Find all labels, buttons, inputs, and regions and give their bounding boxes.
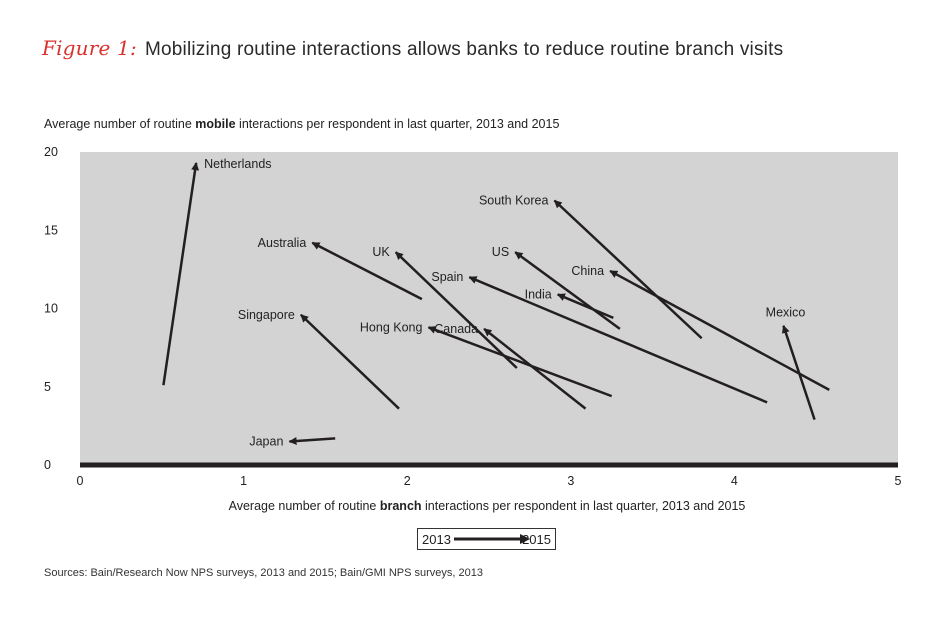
country-label-south-korea: South Korea bbox=[479, 194, 549, 208]
country-label-mexico: Mexico bbox=[766, 306, 806, 320]
country-label-india: India bbox=[525, 287, 552, 301]
arrow-hong-kong bbox=[427, 326, 613, 398]
country-label-netherlands: Netherlands bbox=[204, 157, 271, 171]
arrow-china bbox=[609, 269, 830, 391]
x-axis-label-part: interactions per respondent in last quar… bbox=[421, 499, 746, 513]
legend-from: 2013 bbox=[422, 532, 451, 547]
country-label-hong-kong: Hong Kong bbox=[360, 320, 423, 334]
arrow-australia bbox=[311, 241, 423, 301]
x-tick-label: 2 bbox=[404, 474, 411, 488]
y-tick-label: 5 bbox=[44, 380, 51, 394]
x-axis-label: Average number of routine branch interac… bbox=[0, 499, 950, 513]
x-tick-label: 4 bbox=[731, 474, 738, 488]
figure-label: Figure 1: bbox=[42, 36, 137, 60]
y-axis-label-part: Average number of routine bbox=[44, 117, 196, 131]
plot-area bbox=[80, 152, 898, 465]
arrow-netherlands bbox=[162, 162, 200, 386]
arrow-india bbox=[556, 293, 614, 320]
x-tick-label: 1 bbox=[240, 474, 247, 488]
legend-to: 2015 bbox=[522, 532, 551, 547]
country-label-spain: Spain bbox=[431, 270, 463, 284]
x-tick-label: 3 bbox=[567, 474, 574, 488]
y-tick-labels: 0 5 10 15 20 bbox=[44, 145, 58, 472]
x-tick-label: 0 bbox=[77, 474, 84, 488]
arrow-spain bbox=[468, 276, 768, 404]
arrow-south-korea bbox=[553, 199, 703, 340]
y-axis-label-emphasis: mobile bbox=[195, 117, 236, 131]
arrow-singapore bbox=[299, 313, 400, 410]
y-axis-label-part: interactions per respondent in last quar… bbox=[235, 117, 560, 131]
arrow-layer bbox=[162, 162, 830, 446]
x-axis-label-part: Average number of routine bbox=[228, 499, 380, 513]
x-tick-label: 5 bbox=[895, 474, 902, 488]
country-label-layer: Netherlands Australia UK US South Korea Spain… bbox=[204, 157, 805, 449]
arrow-mexico bbox=[781, 324, 816, 421]
legend: 2013 2015 bbox=[417, 528, 556, 550]
arrow-uk bbox=[394, 251, 518, 369]
figure-title: Figure 1: Mobilizing routine interactions… bbox=[42, 36, 783, 61]
y-tick-label: 20 bbox=[44, 145, 58, 159]
arrow-us bbox=[514, 251, 621, 330]
y-tick-label: 15 bbox=[44, 223, 58, 237]
y-axis-label: Average number of routine mobile interac… bbox=[44, 117, 559, 131]
source-note: Sources: Bain/Research Now NPS surveys, … bbox=[44, 567, 483, 579]
country-label-us: US bbox=[492, 245, 509, 259]
figure-title-text: Mobilizing routine interactions allows b… bbox=[144, 39, 784, 60]
x-axis-label-emphasis: branch bbox=[379, 499, 422, 513]
country-label-singapore: Singapore bbox=[238, 308, 295, 322]
country-label-canada: Canada bbox=[434, 322, 478, 336]
country-label-uk: UK bbox=[372, 245, 390, 259]
country-label-australia: Australia bbox=[258, 236, 307, 250]
y-tick-label: 0 bbox=[44, 458, 51, 472]
y-tick-label: 10 bbox=[44, 302, 58, 316]
arrow-canada bbox=[483, 327, 587, 410]
country-label-japan: Japan bbox=[249, 435, 283, 449]
x-tick-labels: 0 1 2 3 4 5 bbox=[77, 474, 902, 488]
country-label-china: China bbox=[571, 264, 604, 278]
legend-arrow-icon bbox=[454, 534, 530, 544]
arrow-japan bbox=[288, 437, 336, 446]
